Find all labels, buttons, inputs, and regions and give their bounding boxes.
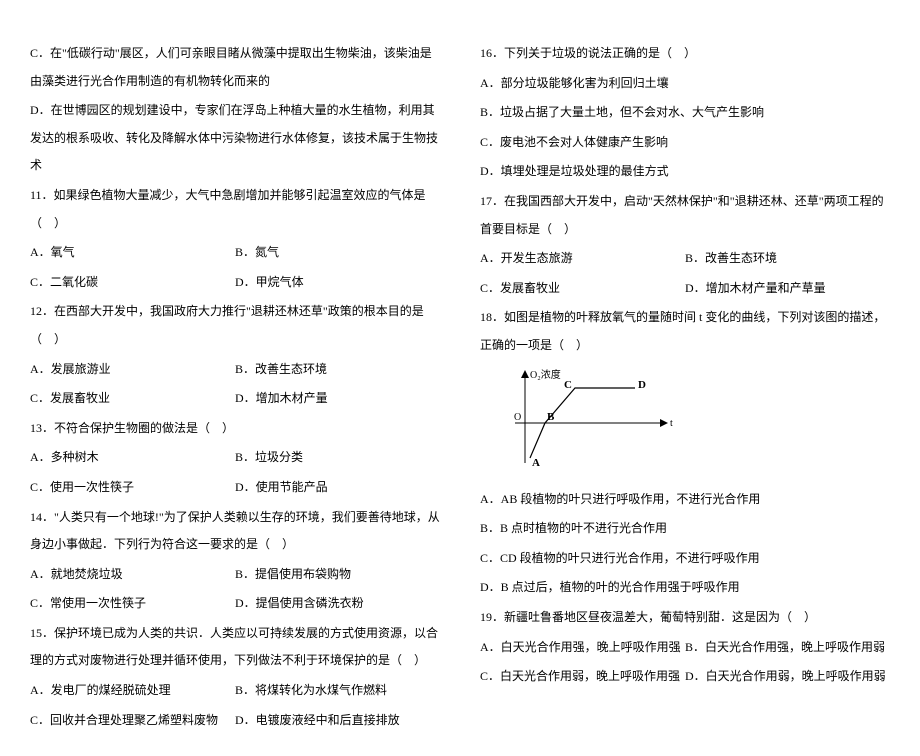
q15-a: A．发电厂的煤经脱硫处理 (30, 677, 235, 705)
q17-d: D．增加木材产量和产草量 (685, 275, 890, 303)
q19-c: C．白天光合作用弱，晚上呼吸作用强 (480, 663, 685, 691)
chart-pt-c: C (564, 379, 572, 391)
q14-row2: C．常使用一次性筷子 D．提倡使用含磷洗衣粉 (30, 590, 440, 618)
q12-b: B．改善生态环境 (235, 356, 440, 384)
q18-c: C．CD 段植物的叶只进行光合作用，不进行呼吸作用 (480, 545, 890, 573)
q18-a: A．AB 段植物的叶只进行呼吸作用，不进行光合作用 (480, 486, 890, 514)
q18-stem: 18．如图是植物的叶释放氧气的量随时间 t 变化的曲线，下列对该图的描述，正确的… (480, 304, 890, 359)
q17-b: B．改善生态环境 (685, 245, 890, 273)
q11-b: B．氮气 (235, 239, 440, 267)
q11-stem: 11．如果绿色植物大量减少，大气中急剧增加并能够引起温室效应的气体是（ ） (30, 182, 440, 237)
q12-d: D．增加木材产量 (235, 385, 440, 413)
q12-stem: 12．在西部大开发中，我国政府大力推行"退耕还林还草"政策的根本目的是（ ） (30, 298, 440, 353)
q16-d: D．填埋处理是垃圾处理的最佳方式 (480, 158, 890, 186)
q19-stem: 19．新疆吐鲁番地区昼夜温差大，葡萄特别甜．这是因为（ ） (480, 604, 890, 632)
chart-pt-b: B (547, 411, 555, 423)
q14-stem: 14．"人类只有一个地球!"为了保护人类赖以生存的环境，我们要善待地球，从身边小… (30, 504, 440, 559)
q11-c: C．二氧化碳 (30, 269, 235, 297)
q19-row1: A．白天光合作用强，晚上呼吸作用强 B．白天光合作用强，晚上呼吸作用弱 (480, 634, 890, 662)
q13-stem: 13．不符合保护生物圈的做法是（ ） (30, 415, 440, 443)
q16-c: C．废电池不会对人体健康产生影响 (480, 129, 890, 157)
opt-d-text: D．在世博园区的规划建设中，专家们在浮岛上种植大量的水生植物，利用其发达的根系吸… (30, 97, 440, 180)
q15-row1: A．发电厂的煤经脱硫处理 B．将煤转化为水煤气作燃料 (30, 677, 440, 705)
q19-a: A．白天光合作用强，晚上呼吸作用强 (480, 634, 685, 662)
q17-a: A．开发生态旅游 (480, 245, 685, 273)
q18-b: B．B 点时植物的叶不进行光合作用 (480, 515, 890, 543)
q13-b: B．垃圾分类 (235, 444, 440, 472)
q16-stem: 16．下列关于垃圾的说法正确的是（ ） (480, 40, 890, 68)
chart-pt-d: D (638, 379, 646, 391)
q16-b: B．垃圾占据了大量土地，但不会对水、大气产生影响 (480, 99, 890, 127)
q17-row2: C．发展畜牧业 D．增加木材产量和产草量 (480, 275, 890, 303)
q16-a: A．部分垃圾能够化害为利回归土壤 (480, 70, 890, 98)
q14-row1: A．就地焚烧垃圾 B．提倡使用布袋购物 (30, 561, 440, 589)
q13-c: C．使用一次性筷子 (30, 474, 235, 502)
q19-d: D．白天光合作用弱，晚上呼吸作用弱 (685, 663, 890, 691)
q15-b: B．将煤转化为水煤气作燃料 (235, 677, 440, 705)
q17-c: C．发展畜牧业 (480, 275, 685, 303)
q12-row1: A．发展旅游业 B．改善生态环境 (30, 356, 440, 384)
q13-row1: A．多种树木 B．垃圾分类 (30, 444, 440, 472)
q13-row2: C．使用一次性筷子 D．使用节能产品 (30, 474, 440, 502)
q14-c: C．常使用一次性筷子 (30, 590, 235, 618)
chart-origin: O (514, 412, 521, 423)
chart-pt-a: A (532, 457, 540, 469)
q17-stem: 17．在我国西部大开发中，启动"天然林保护"和"退耕还林、还草"两项工程的首要目… (480, 188, 890, 243)
q17-row1: A．开发生态旅游 B．改善生态环境 (480, 245, 890, 273)
q12-row2: C．发展畜牧业 D．增加木材产量 (30, 385, 440, 413)
q11-a: A．氧气 (30, 239, 235, 267)
opt-c-text: C．在"低碳行动"展区，人们可亲眼目睹从微藻中提取出生物柴油，该柴油是由藻类进行… (30, 40, 440, 95)
q13-a: A．多种树木 (30, 444, 235, 472)
q18-d: D．B 点过后，植物的叶的光合作用强于呼吸作用 (480, 574, 890, 602)
q14-b: B．提倡使用布袋购物 (235, 561, 440, 589)
q12-a: A．发展旅游业 (30, 356, 235, 384)
q15-d: D．电镀废液经中和后直接排放 (235, 707, 440, 735)
q15-row2: C．回收并合理处理聚乙烯塑料废物 D．电镀废液经中和后直接排放 (30, 707, 440, 735)
q11-row2: C．二氧化碳 D．甲烷气体 (30, 269, 440, 297)
q15-stem: 15．保护环境已成为人类的共识．人类应以可持续发展的方式使用资源，以合理的方式对… (30, 620, 440, 675)
q14-d: D．提倡使用含磷洗衣粉 (235, 590, 440, 618)
chart-ylabel: O₂浓度 (530, 368, 561, 381)
q11-d: D．甲烷气体 (235, 269, 440, 297)
q11-row1: A．氧气 B．氮气 (30, 239, 440, 267)
q19-row2: C．白天光合作用弱，晚上呼吸作用强 D．白天光合作用弱，晚上呼吸作用弱 (480, 663, 890, 691)
q18-chart: O O₂浓度 t A B C D (500, 368, 890, 478)
q19-b: B．白天光合作用强，晚上呼吸作用弱 (685, 634, 890, 662)
q15-c: C．回收并合理处理聚乙烯塑料废物 (30, 707, 235, 735)
q14-a: A．就地焚烧垃圾 (30, 561, 235, 589)
q12-c: C．发展畜牧业 (30, 385, 235, 413)
chart-xlabel: t (670, 418, 673, 429)
q13-d: D．使用节能产品 (235, 474, 440, 502)
right-column: 16．下列关于垃圾的说法正确的是（ ） A．部分垃圾能够化害为利回归土壤 B．垃… (480, 40, 890, 736)
left-column: C．在"低碳行动"展区，人们可亲眼目睹从微藻中提取出生物柴油，该柴油是由藻类进行… (30, 40, 440, 736)
